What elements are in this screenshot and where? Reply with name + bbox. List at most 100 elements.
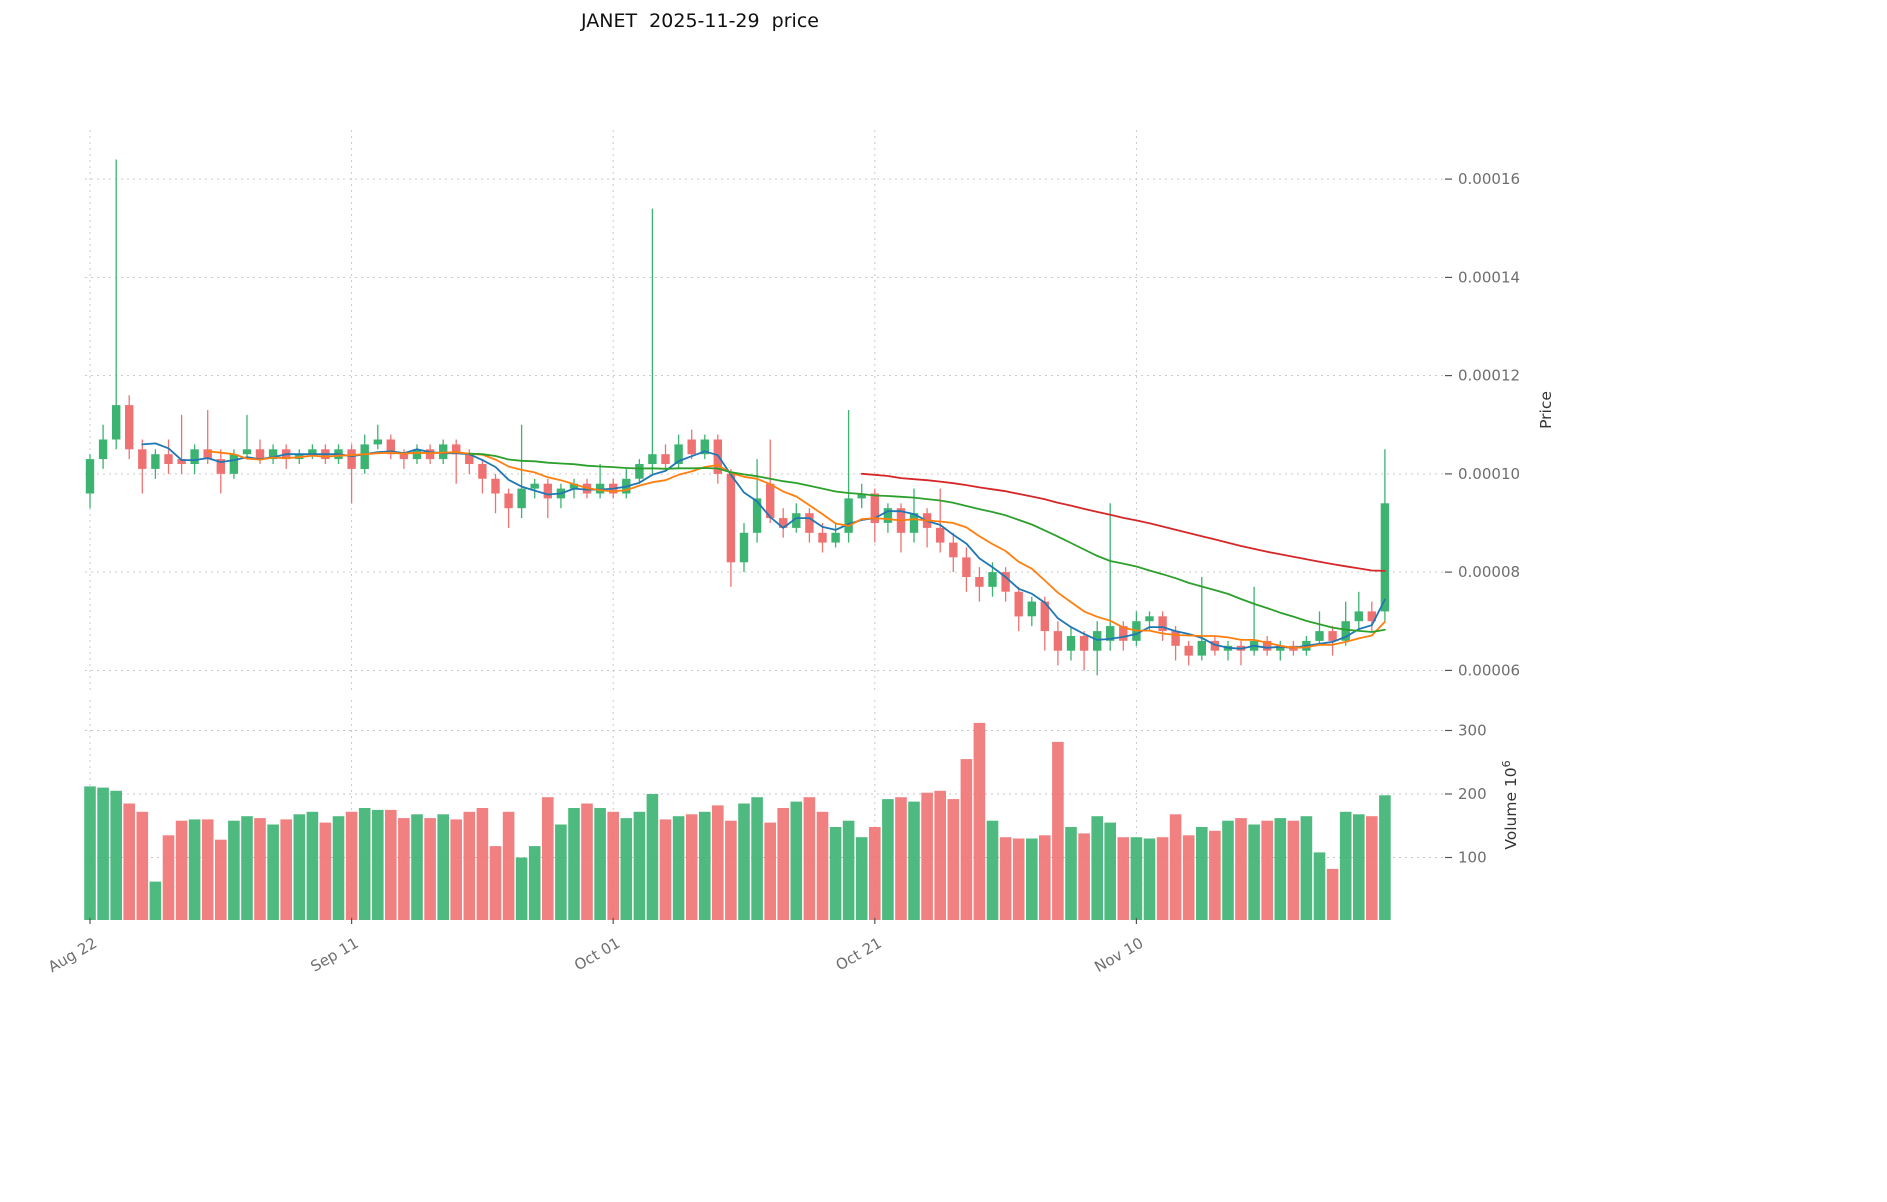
- price-tick-label: 0.00010: [1458, 465, 1520, 483]
- volume-bar: [581, 803, 593, 920]
- volume-bar: [633, 811, 646, 920]
- candle-body: [1197, 640, 1206, 656]
- candle-body: [870, 493, 879, 523]
- candle-body: [1066, 636, 1076, 651]
- price-tick-label: 0.00014: [1458, 268, 1520, 286]
- volume-bar: [267, 824, 279, 920]
- volume-bar: [345, 811, 358, 920]
- volume-bar: [201, 819, 214, 920]
- volume-bar: [476, 808, 489, 920]
- volume-bar: [1196, 827, 1208, 920]
- volume-bar: [332, 816, 345, 920]
- volume-tick-label: 300: [1458, 722, 1487, 740]
- volume-bar: [254, 818, 266, 920]
- candle-body: [308, 449, 317, 455]
- volume-bar: [1287, 820, 1300, 920]
- candle-body: [491, 478, 500, 494]
- volume-bar: [385, 809, 397, 920]
- candle-body: [1315, 631, 1324, 641]
- volume-bar: [1026, 838, 1038, 920]
- volume-bar: [97, 787, 109, 920]
- volume-bar: [934, 790, 946, 920]
- volume-bar: [777, 808, 789, 920]
- candle-body: [569, 483, 579, 489]
- candle-body: [543, 483, 552, 499]
- price-tick-label: 0.00006: [1458, 661, 1520, 679]
- volume-bar: [123, 803, 135, 920]
- volume-bar: [437, 814, 449, 920]
- candle-body: [425, 449, 435, 460]
- candle-body: [360, 444, 369, 469]
- candle-body: [112, 405, 121, 440]
- volume-bar: [1379, 795, 1391, 920]
- volume-bar: [84, 786, 96, 920]
- candle-body: [138, 449, 147, 469]
- candle-body: [530, 483, 539, 489]
- volume-bar: [803, 797, 816, 920]
- candle-body: [1119, 626, 1128, 641]
- candle-body: [700, 439, 709, 455]
- volume-bar: [947, 799, 960, 920]
- candle-body: [661, 454, 670, 464]
- candle-body: [203, 449, 212, 460]
- volume-bar: [973, 722, 986, 920]
- volume-bar: [528, 846, 541, 920]
- volume-tick-label: 100: [1458, 849, 1487, 867]
- volume-bar: [829, 827, 842, 920]
- candle-body: [517, 488, 526, 509]
- volume-bar: [1366, 816, 1378, 920]
- x-tick-label: Oct 01: [571, 934, 623, 974]
- volume-bar: [895, 797, 907, 920]
- candle-body: [504, 493, 513, 509]
- volume-bar: [1104, 822, 1116, 920]
- volume-bar: [1209, 830, 1221, 920]
- x-tick-label: Sep 11: [307, 934, 361, 976]
- volume-bar: [620, 818, 633, 920]
- volume-bar: [1274, 818, 1287, 920]
- ma-line-ma-30: [468, 452, 1386, 633]
- volume-bar: [1169, 814, 1182, 920]
- volume-bar: [555, 824, 567, 920]
- volume-tick-label: 200: [1458, 785, 1487, 803]
- candle-body: [255, 449, 265, 460]
- volume-bar: [358, 808, 371, 920]
- candle-body: [1040, 601, 1049, 632]
- candle-body: [399, 454, 409, 460]
- x-tick-label: Oct 21: [833, 934, 885, 974]
- candle-body: [85, 459, 95, 494]
- volume-bar: [999, 837, 1012, 920]
- candle-body: [936, 527, 945, 543]
- volume-bar: [725, 820, 737, 920]
- candle-body: [739, 532, 749, 563]
- volume-bar: [1235, 818, 1247, 920]
- volume-bar: [1261, 820, 1273, 920]
- volume-bar: [175, 820, 188, 920]
- volume-panel: [84, 722, 1391, 920]
- volume-bar: [908, 801, 920, 920]
- candle-body: [805, 513, 814, 533]
- candle-body: [818, 532, 827, 543]
- candle-body: [1367, 611, 1376, 622]
- candle-body: [975, 577, 984, 587]
- volume-bar: [463, 811, 476, 920]
- candle-body: [125, 405, 134, 450]
- candle-body: [164, 454, 173, 464]
- volume-bar: [228, 820, 240, 920]
- x-tick-label: Nov 10: [1091, 934, 1146, 976]
- volume-bar: [450, 819, 462, 920]
- volume-bar: [502, 811, 515, 920]
- candle-body: [452, 444, 461, 455]
- candle-body: [883, 508, 893, 523]
- volume-bar: [1222, 820, 1234, 920]
- candle-body: [857, 493, 866, 499]
- volume-bar: [1339, 811, 1352, 920]
- volume-bar: [1012, 838, 1025, 920]
- candle-body: [1014, 591, 1023, 617]
- volume-bar: [162, 835, 175, 920]
- volume-bar: [515, 857, 528, 920]
- grid-layer: [85, 130, 1445, 918]
- volume-bar: [1353, 814, 1365, 920]
- candle-body: [1001, 572, 1010, 592]
